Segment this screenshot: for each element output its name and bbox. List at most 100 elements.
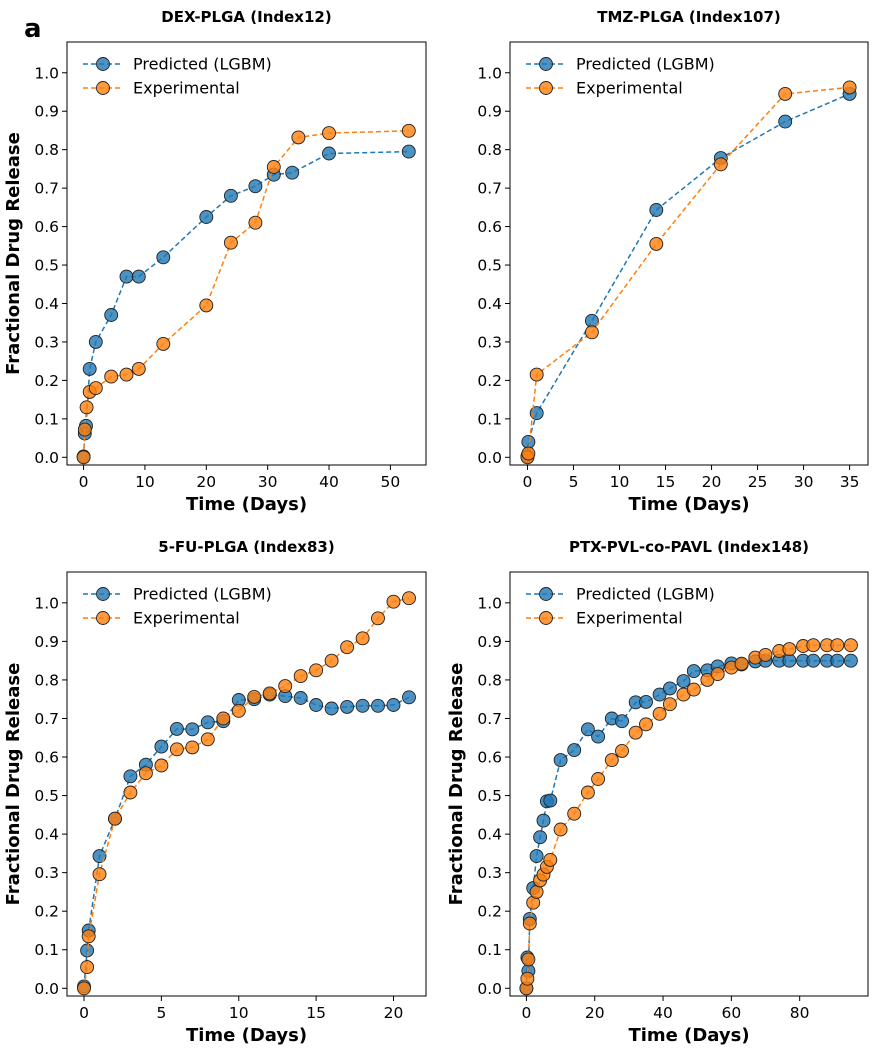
x-tick-label: 50 — [381, 473, 401, 491]
x-tick-label: 0 — [521, 1004, 531, 1022]
x-tick-label: 25 — [748, 473, 768, 491]
x-axis-label: Time (Days) — [186, 1025, 307, 1046]
legend-marker — [96, 611, 110, 625]
x-tick-label: 80 — [790, 1004, 810, 1022]
experimental-data-point — [842, 80, 857, 95]
x-tick-label: 0 — [79, 1004, 89, 1022]
y-tick-label: 0.5 — [34, 787, 59, 805]
legend-label: Predicted (LGBM) — [576, 55, 715, 74]
y-tick-label: 0.8 — [477, 141, 502, 159]
predicted-data-point — [782, 653, 797, 668]
predicted-data-point — [293, 691, 308, 705]
experimental-data-point — [200, 732, 215, 747]
x-axis-label: Time (Days) — [628, 1025, 749, 1046]
predicted-data-point — [529, 406, 544, 421]
x-tick-label: 5 — [569, 473, 579, 491]
predicted-data-point — [324, 701, 339, 716]
predicted-data-point — [686, 664, 701, 679]
predicted-data-point — [639, 694, 653, 709]
x-axis-label: Time (Days) — [628, 494, 749, 515]
y-tick-label: 0.0 — [34, 449, 59, 467]
predicted-data-point — [322, 146, 336, 161]
predicted-data-point — [402, 690, 416, 705]
predicted-data-point — [649, 203, 664, 217]
panel-label: a — [24, 14, 42, 44]
experimental-data-point — [247, 689, 262, 704]
experimental-data-point — [843, 638, 858, 653]
y-tick-label: 0.7 — [477, 710, 502, 728]
legend-label: Experimental — [133, 609, 240, 628]
experimental-data-point — [216, 711, 231, 726]
plot-frame — [66, 571, 427, 997]
experimental-data-point — [553, 822, 568, 837]
y-tick-label: 0.9 — [477, 633, 502, 651]
predicted-data-point — [778, 114, 793, 129]
y-tick-label: 0.1 — [477, 410, 502, 428]
chart-title: 5-FU-PLGA (Index83) — [158, 538, 334, 556]
experimental-data-point — [154, 758, 169, 773]
experimental-data-point — [340, 640, 355, 655]
y-tick-label: 0.8 — [34, 141, 59, 159]
predicted-data-point — [543, 793, 558, 808]
legend-marker — [539, 81, 553, 95]
predicted-data-point — [82, 361, 97, 376]
experimental-data-point — [652, 706, 667, 721]
experimental-data-point — [713, 157, 728, 172]
experimental-data-point — [77, 981, 91, 996]
legend-label: Predicted (LGBM) — [133, 55, 272, 74]
predicted-data-point — [104, 308, 119, 322]
predicted-data-point — [662, 681, 677, 696]
experimental-data-point — [758, 647, 773, 662]
chart-title: PTX-PVL-co-PAVL (Index148) — [569, 538, 809, 556]
experimental-data-point — [615, 743, 629, 758]
experimental-data-point — [371, 611, 385, 626]
y-tick-label: 0.9 — [34, 633, 59, 651]
experimental-data-point — [649, 236, 664, 251]
predicted-series-line — [83, 693, 410, 987]
y-tick-label: 0.6 — [34, 218, 59, 236]
predicted-data-point — [567, 743, 582, 758]
experimental-data-point — [662, 697, 677, 712]
experimental-data-point — [309, 663, 324, 678]
experimental-data-point — [591, 772, 606, 786]
experimental-data-point — [806, 638, 821, 653]
x-tick-label: 10 — [610, 473, 630, 491]
y-axis-label: Fractional Drug Release — [3, 132, 24, 375]
experimental-data-point — [782, 642, 797, 657]
y-tick-label: 0.1 — [477, 941, 502, 959]
predicted-data-point — [169, 721, 184, 736]
x-tick-label: 10 — [229, 1004, 249, 1022]
x-tick-label: 0 — [523, 473, 533, 491]
y-tick-label: 0.1 — [34, 941, 59, 959]
predicted-data-point — [80, 943, 95, 958]
x-tick-label: 35 — [840, 473, 860, 491]
predicted-data-point — [830, 653, 845, 668]
chart-panel-tmz-plga: TMZ-PLGA (Index107) 0 5 10 15 20 25 30 35 0.0 0.1 0… — [477, 8, 869, 515]
experimental-data-point — [734, 656, 749, 671]
x-tick-label: 5 — [156, 1004, 166, 1022]
experimental-data-point — [262, 686, 277, 701]
predicted-series-line — [82, 150, 409, 457]
experimental-data-point — [88, 381, 103, 396]
y-tick-label: 0.5 — [34, 257, 59, 275]
experimental-data-point — [324, 653, 339, 668]
x-tick-label: 60 — [721, 1004, 741, 1022]
predicted-data-point — [131, 269, 146, 284]
x-tick-label: 30 — [258, 473, 278, 491]
chart-panel-ptx-pvl-co-pavl: PTX-PVL-co-PAVL (Index148) 0 20 40 60 80 0.0 0.… — [446, 538, 869, 1046]
experimental-data-point — [77, 422, 92, 437]
experimental-data-point — [521, 446, 536, 461]
y-tick-label: 0.7 — [477, 180, 502, 198]
experimental-data-point — [92, 867, 107, 882]
legend-marker — [96, 587, 110, 601]
plot-frame — [509, 41, 869, 466]
experimental-data-point — [79, 400, 94, 415]
experimental-data-point — [223, 235, 238, 250]
experimental-data-point — [584, 325, 599, 340]
experimental-data-point — [131, 361, 146, 376]
experimental-data-point — [278, 679, 293, 694]
experimental-data-point — [529, 367, 544, 382]
x-tick-label: 15 — [656, 473, 676, 491]
experimental-data-point — [291, 130, 306, 145]
